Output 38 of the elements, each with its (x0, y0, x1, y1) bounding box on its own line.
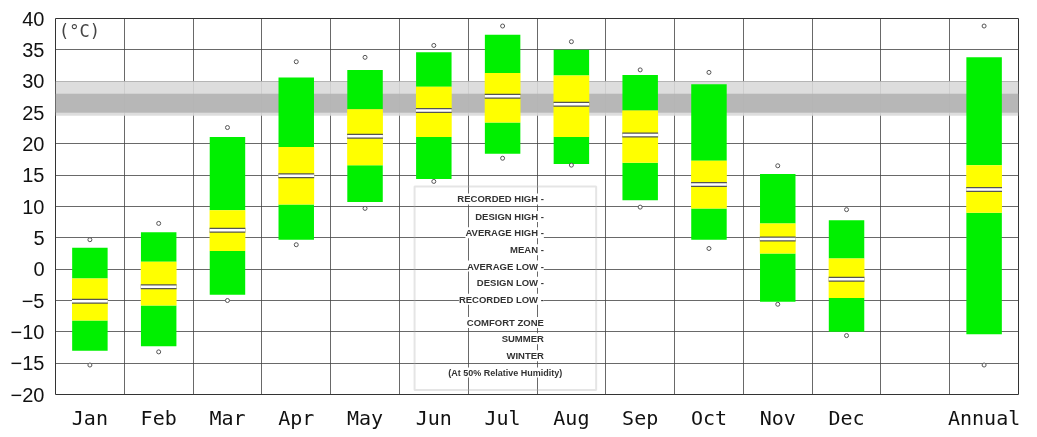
y-tick-label: 35 (22, 38, 45, 61)
annotation: AVERAGE HIGH - (465, 227, 544, 239)
y-tick-label: 20 (22, 132, 45, 155)
annotation: (At 50% Relative Humidity) (448, 367, 563, 378)
y-tick-label: −10 (10, 320, 45, 343)
y-tick-label: 0 (33, 258, 45, 281)
x-tick-label: Annual (947, 405, 1021, 430)
x-tick-label: May (346, 405, 384, 430)
annotation: DESIGN HIGH - (475, 211, 544, 223)
y-tick-label: −5 (21, 289, 45, 312)
annotation: COMFORT ZONE (466, 316, 544, 328)
annotation: WINTER (506, 350, 545, 362)
annotation: RECORDED HIGH - (457, 193, 544, 205)
x-tick-label: Oct (690, 405, 728, 430)
x-tick-label: Mar (209, 405, 246, 430)
annotation: DESIGN LOW - (476, 276, 544, 288)
x-tick-label: Jan (71, 405, 108, 430)
x-tick-label: Dec (828, 405, 865, 430)
x-tick-label: Jul (484, 405, 521, 430)
annotation: MEAN - (510, 244, 544, 256)
x-tick-label: Sep (622, 405, 659, 430)
annotation: AVERAGE LOW - (467, 260, 544, 272)
annotation: SUMMER (501, 333, 545, 345)
x-tick-label: Aug (553, 405, 590, 430)
y-tick-label: 30 (22, 70, 45, 93)
y-tick-label: −15 (10, 352, 45, 375)
y-tick-label: 25 (22, 101, 45, 124)
annotation: RECORDED LOW - (458, 293, 544, 305)
y-tick-label: 40 (22, 7, 45, 30)
x-tick-label: Apr (278, 405, 315, 430)
y-tick-label: 10 (22, 195, 45, 218)
y-tick-label: −20 (10, 383, 45, 406)
y-tick-label: 15 (22, 164, 45, 187)
x-tick-label: Nov (759, 405, 796, 430)
x-tick-label: Feb (140, 405, 177, 430)
x-tick-label: Jun (415, 405, 452, 430)
y-tick-label: 5 (33, 226, 45, 249)
y-axis-title: (°C) (58, 20, 100, 41)
